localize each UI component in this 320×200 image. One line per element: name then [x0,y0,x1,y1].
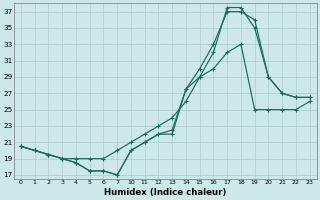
X-axis label: Humidex (Indice chaleur): Humidex (Indice chaleur) [104,188,227,197]
